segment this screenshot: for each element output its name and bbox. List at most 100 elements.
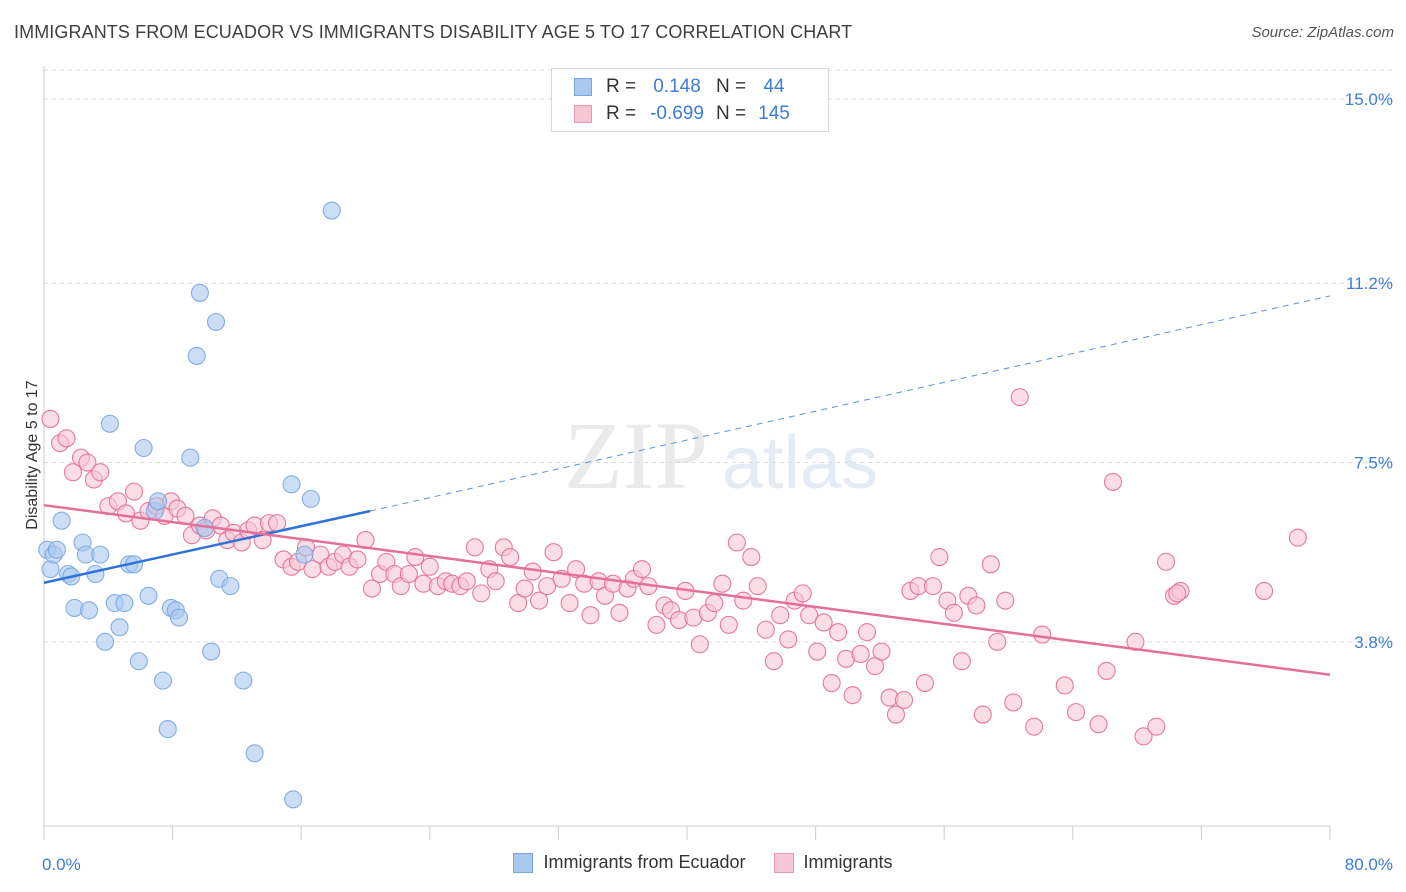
ecuador-point — [149, 492, 168, 511]
grid-lines — [44, 69, 1395, 643]
legend-swatch-immigrants — [574, 105, 592, 123]
immigrants-point — [886, 705, 906, 724]
immigrants-point — [930, 547, 949, 567]
immigrants-point — [742, 547, 761, 567]
y-tick-label: 15.0% — [1345, 90, 1393, 109]
ecuador-point — [158, 720, 177, 739]
immigrants-point — [713, 574, 732, 593]
immigrants-point — [734, 591, 753, 610]
immigrants-point — [63, 463, 82, 482]
immigrants-point — [1055, 676, 1074, 695]
correlation-legend: R = 0.148 N = 44 R = -0.699 N = 145 — [551, 68, 829, 132]
ecuador-point — [322, 201, 341, 220]
legend-row-immigrants: R = -0.699 N = 145 — [574, 101, 794, 127]
immigrants-point — [610, 603, 629, 622]
legend-item-immigrants[interactable]: Immigrants — [773, 852, 893, 873]
immigrants-point — [996, 591, 1015, 610]
ecuador-points — [38, 201, 341, 809]
legend-swatch-ecuador — [513, 852, 534, 873]
x-tick-label-max: 80.0% — [1345, 855, 1393, 874]
ecuador-point — [52, 511, 71, 530]
immigrants-point — [808, 642, 827, 661]
watermark-zip: ZIP — [564, 402, 708, 509]
immigrants-point — [851, 644, 870, 664]
ecuador-point — [187, 346, 206, 365]
immigrants-point — [973, 705, 992, 724]
ecuador-point — [202, 642, 221, 661]
immigrants-point — [1089, 715, 1108, 734]
immigrants-point — [538, 577, 557, 596]
immigrants-point — [544, 543, 563, 562]
immigrants-point — [91, 463, 110, 482]
y-tick-label: 3.8% — [1354, 633, 1393, 652]
ecuador-point — [181, 448, 200, 467]
immigrants-point — [501, 547, 520, 567]
immigrants-point — [632, 560, 652, 579]
immigrants-point — [420, 557, 439, 576]
immigrants-point — [581, 606, 600, 625]
immigrants-point — [560, 594, 579, 613]
series-legend: Immigrants from Ecuador Immigrants — [0, 852, 1406, 873]
immigrants-point — [530, 591, 549, 610]
ecuador-point — [96, 632, 115, 651]
immigrants-point — [515, 579, 534, 598]
immigrants-point — [771, 606, 790, 625]
immigrants-point — [822, 673, 841, 693]
watermark-atlas: atlas — [722, 421, 878, 504]
immigrants-point — [472, 584, 491, 603]
immigrants-points — [41, 388, 1307, 746]
ecuador-point — [153, 671, 173, 690]
immigrants-point — [348, 550, 367, 569]
immigrants-point — [465, 538, 484, 557]
immigrants-point — [1097, 661, 1116, 680]
immigrants-point — [1156, 552, 1176, 571]
immigrants-point — [406, 547, 425, 567]
ecuador-point — [295, 545, 314, 564]
legend-item-ecuador[interactable]: Immigrants from Ecuador — [513, 852, 746, 873]
legend-row-ecuador: R = 0.148 N = 44 — [574, 74, 794, 100]
immigrants-point — [764, 652, 783, 671]
tick-labels: 3.8% 7.5% 11.2% 15.0% 0.0% 80.0% — [42, 90, 1393, 874]
immigrants-point — [988, 632, 1007, 651]
immigrants-point — [952, 652, 971, 671]
immigrants-point — [705, 594, 724, 613]
ecuador-point — [129, 652, 148, 671]
immigrants-point — [1025, 717, 1044, 736]
ecuador-point — [47, 540, 66, 559]
legend-r-label: R = — [606, 76, 637, 97]
immigrants-point — [1066, 703, 1086, 722]
immigrants-point — [457, 572, 476, 591]
immigrants-point — [793, 584, 812, 603]
immigrants-point — [894, 690, 914, 710]
legend-n-label: N = — [716, 76, 747, 97]
legend-n-value: 145 — [758, 103, 790, 124]
ecuador-point — [284, 790, 303, 809]
immigrants-trend-line — [43, 503, 1331, 677]
immigrants-point — [1255, 581, 1274, 601]
legend-swatch-ecuador — [574, 78, 592, 96]
legend-n-value: 44 — [763, 76, 785, 97]
ecuador-point — [91, 545, 110, 564]
chart-title: IMMIGRANTS FROM ECUADOR VS IMMIGRANTS DI… — [14, 22, 853, 42]
immigrants-point — [567, 560, 586, 579]
immigrants-point — [690, 635, 709, 654]
ecuador-point — [110, 618, 129, 637]
ecuador-point — [245, 744, 264, 763]
legend-label-immigrants: Immigrants — [803, 852, 893, 872]
trend-lines — [43, 295, 1331, 677]
immigrants-point — [829, 623, 848, 642]
immigrants-point — [124, 482, 144, 501]
immigrants-point — [1134, 727, 1153, 746]
ecuador-point — [190, 283, 209, 302]
ecuador-trend-line — [43, 509, 371, 584]
immigrants-point — [915, 673, 934, 693]
immigrants-point — [779, 630, 798, 649]
immigrants-point — [857, 623, 877, 642]
legend-r-value: -0.699 — [650, 103, 704, 124]
ecuador-point — [301, 489, 320, 508]
immigrants-point — [756, 620, 775, 639]
immigrants-point — [486, 572, 505, 591]
ecuador-point — [134, 438, 153, 458]
immigrants-point — [1033, 625, 1052, 644]
y-tick-label: 7.5% — [1354, 454, 1393, 473]
